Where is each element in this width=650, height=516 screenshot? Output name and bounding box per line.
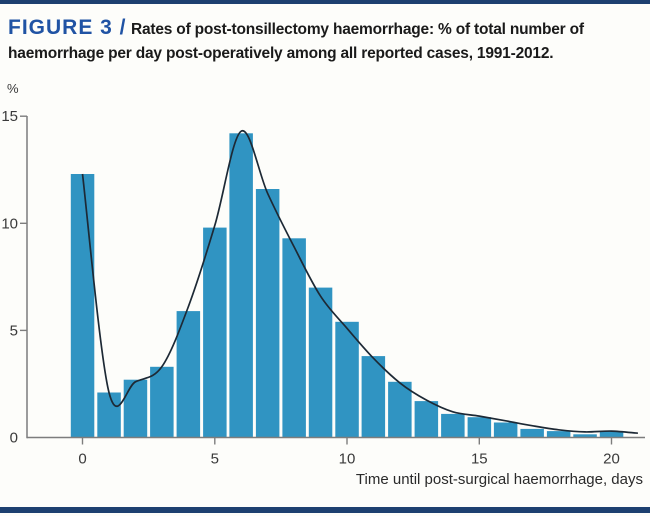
y-tick-label: 5 xyxy=(10,322,18,339)
bar-day-19 xyxy=(573,434,597,438)
y-tick-label: 15 xyxy=(1,108,18,125)
bar-day-1 xyxy=(97,392,121,438)
chart-area: % 0 5 10 15 0 5 10 15 20 Time until post-surgica… xyxy=(0,80,650,510)
x-tick-label: 20 xyxy=(603,451,620,468)
bottom-accent-bar xyxy=(0,507,650,513)
trend-line xyxy=(81,130,638,435)
bar-day-9 xyxy=(308,287,333,438)
y-tick-label: 0 xyxy=(10,430,18,447)
bar-day-12 xyxy=(388,381,412,438)
bar-day-11 xyxy=(361,356,386,438)
bar-day-18 xyxy=(546,431,571,438)
bar-day-16 xyxy=(493,422,518,438)
x-tick-label: 15 xyxy=(471,451,488,468)
bar-day-15 xyxy=(467,417,492,438)
top-accent-bar xyxy=(0,0,650,4)
x-tick-label: 0 xyxy=(78,451,86,468)
bar-day-4 xyxy=(176,311,201,438)
bar-day-7 xyxy=(255,189,280,438)
bar-day-0 xyxy=(70,174,95,438)
bar-day-10 xyxy=(335,321,359,438)
bar-day-2 xyxy=(123,379,148,438)
y-tick-label: 10 xyxy=(1,215,18,232)
figure-header: FIGURE 3 / Rates of post-tonsillectomy h… xyxy=(8,16,608,66)
bar-day-8 xyxy=(282,238,306,438)
figure-title: Rates of post-tonsillectomy haemorrhage:… xyxy=(8,21,584,62)
bar-day-17 xyxy=(520,428,544,438)
axes xyxy=(20,115,645,445)
bars-series xyxy=(70,133,624,438)
x-axis-label: Time until post-surgical haemorrhage, da… xyxy=(356,471,643,488)
bar-day-13 xyxy=(414,401,439,438)
tick-labels: 0 5 10 15 0 5 10 15 20 xyxy=(1,108,620,467)
bar-day-6 xyxy=(229,133,253,438)
bar-day-3 xyxy=(150,366,174,438)
x-tick-label: 5 xyxy=(211,451,219,468)
bar-day-5 xyxy=(203,227,227,438)
figure-number-label: FIGURE 3 / xyxy=(8,16,127,39)
bar-day-14 xyxy=(441,413,465,438)
haemorrhage-rate-chart: % 0 5 10 15 0 5 10 15 20 Time until post-surgica… xyxy=(1,81,645,488)
y-axis-unit-label: % xyxy=(7,81,19,96)
x-tick-label: 10 xyxy=(339,451,356,468)
bar-day-20 xyxy=(599,431,624,438)
